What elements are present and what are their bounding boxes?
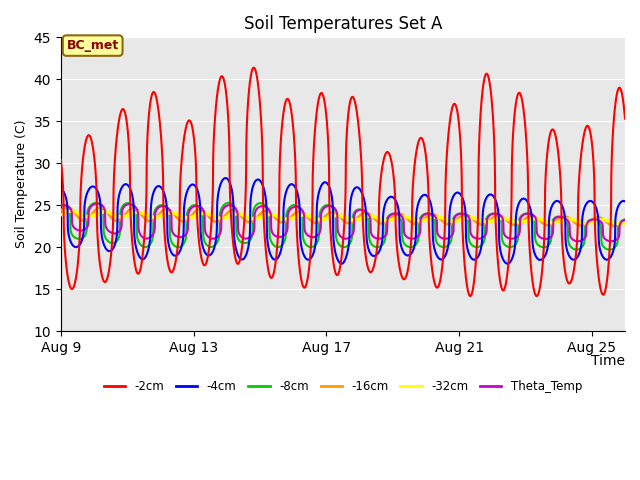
Text: BC_met: BC_met [67,39,119,52]
Legend: -2cm, -4cm, -8cm, -16cm, -32cm, Theta_Temp: -2cm, -4cm, -8cm, -16cm, -32cm, Theta_Te… [99,375,587,397]
Y-axis label: Soil Temperature (C): Soil Temperature (C) [15,120,28,249]
Title: Soil Temperatures Set A: Soil Temperatures Set A [244,15,442,33]
Text: Time: Time [591,355,625,369]
